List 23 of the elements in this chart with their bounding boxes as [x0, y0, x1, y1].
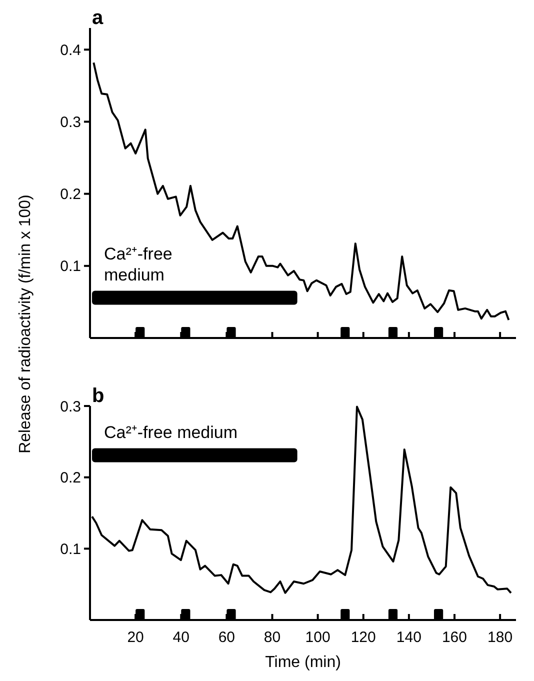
- annotation: Ca²⁺-free medium: [104, 244, 172, 285]
- y-tick-label: 0.3: [60, 114, 81, 131]
- y-tick-label: 0.3: [60, 398, 81, 416]
- x-tick-label: 180: [488, 629, 513, 646]
- x-tick-label: 140: [396, 629, 422, 646]
- x-tick-label: 40: [172, 629, 190, 646]
- x-tick-label: 20: [127, 629, 144, 646]
- x-tick-label: 80: [264, 629, 281, 646]
- y-tick-label: 0.1: [60, 258, 81, 276]
- x-tick-label: 120: [350, 629, 376, 646]
- chart-title: b: [92, 385, 104, 407]
- x-tick-label: 100: [305, 629, 330, 646]
- y-tick-label: 0.2: [60, 186, 81, 204]
- y-tick-label: 0.1: [60, 540, 81, 558]
- line-series: [92, 62, 510, 321]
- x-axis-title: Time (min): [265, 654, 341, 671]
- annotation: Ca²⁺-free medium: [104, 423, 238, 442]
- x-tick-label: 60: [218, 629, 236, 646]
- y-tick-label: 0.4: [60, 42, 81, 59]
- y-axis-title: Release of radioactivity (f/min x 100): [17, 194, 34, 454]
- x-tick-label: 160: [442, 629, 468, 646]
- y-tick-label: 0.2: [60, 470, 81, 487]
- chart-title: a: [92, 7, 104, 29]
